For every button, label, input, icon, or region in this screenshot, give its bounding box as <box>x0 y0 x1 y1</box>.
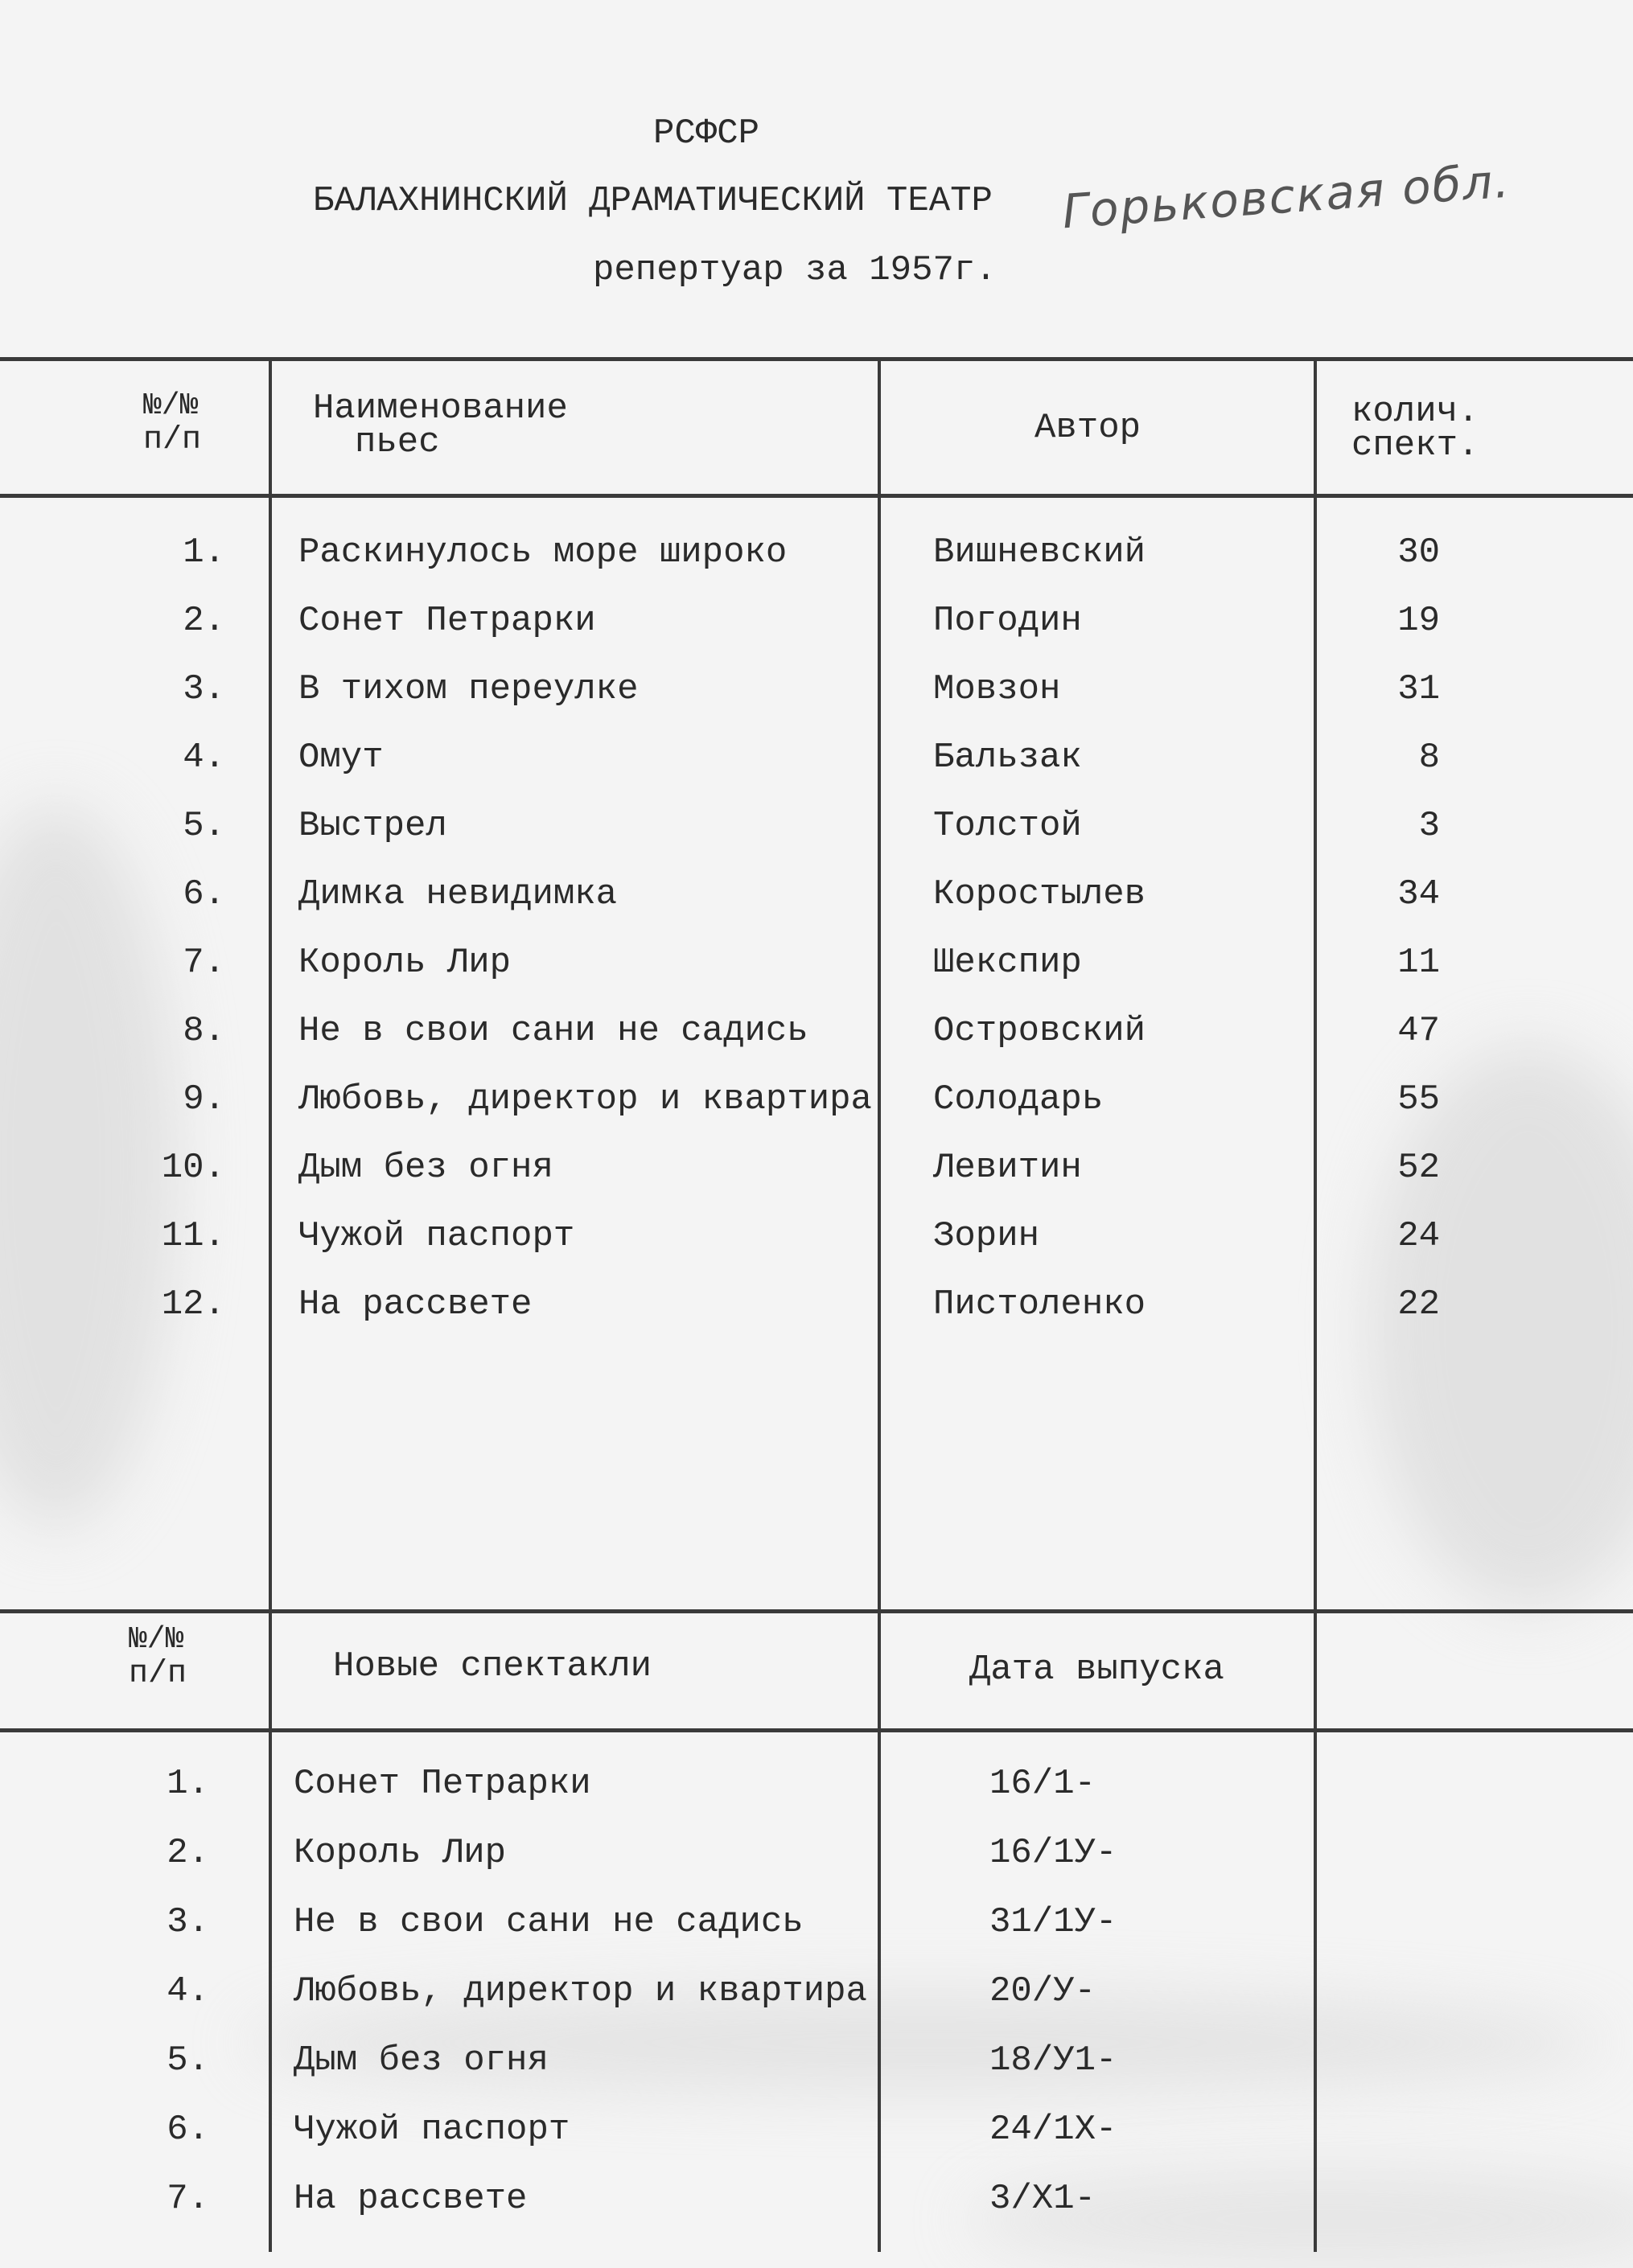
row-number: 12. <box>161 1284 225 1325</box>
premieres-header-border <box>0 1728 1633 1732</box>
play-author: Вишневский <box>933 532 1146 573</box>
premiere-date: 16/1У- <box>989 1833 1117 1873</box>
premiere-date: 18/У1- <box>989 2040 1117 2081</box>
row-number: 1. <box>183 532 225 573</box>
play-title: Дым без огня <box>298 1148 553 1188</box>
row-number: 9. <box>183 1079 225 1120</box>
performance-count: 31 <box>1397 669 1440 709</box>
play-author: Бальзак <box>933 738 1082 778</box>
play-author: Зорин <box>933 1216 1040 1256</box>
play-title: Любовь, директор и квартира <box>298 1079 872 1120</box>
performance-count: 30 <box>1397 532 1440 573</box>
table-top-border <box>0 357 1633 361</box>
premiere-date: 24/1Х- <box>989 2110 1117 2150</box>
row-number: 7. <box>183 943 225 983</box>
performance-count: 55 <box>1397 1079 1440 1120</box>
performance-count: 11 <box>1397 943 1440 983</box>
performance-count: 52 <box>1397 1148 1440 1188</box>
play-title: Выстрел <box>298 806 447 846</box>
column-divider <box>878 357 881 2252</box>
row-number: 5. <box>167 2040 209 2081</box>
play-author: Коростылев <box>933 874 1146 914</box>
row-number: 8. <box>183 1011 225 1051</box>
col-author-header: Автор <box>1035 408 1141 448</box>
premiere-date: 20/У- <box>989 1971 1096 2011</box>
row-number: 1. <box>167 1764 209 1804</box>
row-number: 3. <box>183 669 225 709</box>
paper-smudge <box>1368 1046 1633 1609</box>
premiere-date: 31/1У- <box>989 1902 1117 1942</box>
row-number: 4. <box>167 1971 209 2011</box>
premieres-title-header: Новые спектакли <box>333 1646 652 1687</box>
play-author: Шекспир <box>933 943 1082 983</box>
play-title: Не в свои сани не садись <box>298 1011 808 1051</box>
premiere-title: Дым без огня <box>294 2040 549 2081</box>
col-title-header-2: пьес <box>355 422 440 462</box>
paper-smudge <box>241 1995 1609 2091</box>
row-number: 11. <box>161 1216 225 1256</box>
row-number: 10. <box>161 1148 225 1188</box>
performance-count: 8 <box>1418 738 1440 778</box>
col-number-header: №/№ <box>143 388 199 423</box>
play-title: Димка невидимка <box>298 874 618 914</box>
premiere-title: Чужой паспорт <box>294 2110 570 2150</box>
performance-count: 47 <box>1397 1011 1440 1051</box>
row-number: 7. <box>167 2179 209 2219</box>
premiere-title: Король Лир <box>294 1833 507 1873</box>
performance-count: 24 <box>1397 1216 1440 1256</box>
play-author: Толстой <box>933 806 1082 846</box>
column-divider <box>269 357 272 2252</box>
play-title: На рассвете <box>298 1284 533 1325</box>
premiere-title: Сонет Петрарки <box>294 1764 591 1804</box>
play-title: Омут <box>298 738 384 778</box>
premiere-date: 3/Х1- <box>989 2179 1096 2219</box>
premiere-title: Любовь, директор и квартира <box>294 1971 867 2011</box>
row-number: 4. <box>183 738 225 778</box>
premiere-date: 16/1- <box>989 1764 1096 1804</box>
premieres-number-header: №/№ <box>129 1622 184 1657</box>
performance-count: 22 <box>1397 1284 1440 1325</box>
play-author: Солодарь <box>933 1079 1104 1120</box>
row-number: 2. <box>167 1833 209 1873</box>
performance-count: 3 <box>1418 806 1440 846</box>
header-bottom-border <box>0 494 1633 498</box>
premieres-date-header: Дата выпуска <box>969 1650 1224 1690</box>
play-title: Сонет Петрарки <box>298 601 596 641</box>
republic-heading: РСФСР <box>653 113 760 154</box>
play-title: Король Лир <box>298 943 512 983</box>
premiere-title: На рассвете <box>294 2179 528 2219</box>
row-number: 5. <box>183 806 225 846</box>
col-title-header: Наименование <box>313 388 568 429</box>
handwritten-region-note: Горьковская обл. <box>1060 153 1512 240</box>
play-author: Погодин <box>933 601 1082 641</box>
play-author: Пистоленко <box>933 1284 1146 1325</box>
play-author: Мовзон <box>933 669 1061 709</box>
performance-count: 34 <box>1397 874 1440 914</box>
col-count-header: колич. <box>1351 392 1479 432</box>
theatre-heading: БАЛАХНИНСКИЙ ДРАМАТИЧЕСКИЙ ТЕАТР <box>313 181 993 221</box>
play-title: В тихом переулке <box>298 669 639 709</box>
play-title: Раскинулось море широко <box>298 532 788 573</box>
row-number: 2. <box>183 601 225 641</box>
play-author: Левитин <box>933 1148 1082 1188</box>
section-border <box>0 1609 1633 1613</box>
row-number: 3. <box>167 1902 209 1942</box>
col-number-header-2: п/п <box>143 422 202 458</box>
row-number: 6. <box>167 2110 209 2150</box>
premiere-title: Не в свои сани не садись <box>294 1902 804 1942</box>
col-count-header-2: спект. <box>1351 425 1479 466</box>
play-author: Островский <box>933 1011 1146 1051</box>
column-divider <box>1314 357 1317 2252</box>
play-title: Чужой паспорт <box>298 1216 575 1256</box>
premieres-number-header-2: п/п <box>129 1656 187 1692</box>
row-number: 6. <box>183 874 225 914</box>
repertoire-subtitle: репертуар за 1957г. <box>593 250 997 290</box>
performance-count: 19 <box>1397 601 1440 641</box>
